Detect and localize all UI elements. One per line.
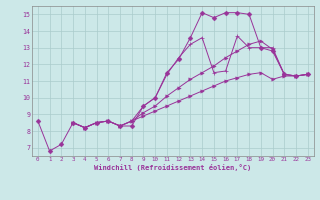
X-axis label: Windchill (Refroidissement éolien,°C): Windchill (Refroidissement éolien,°C) (94, 164, 252, 171)
